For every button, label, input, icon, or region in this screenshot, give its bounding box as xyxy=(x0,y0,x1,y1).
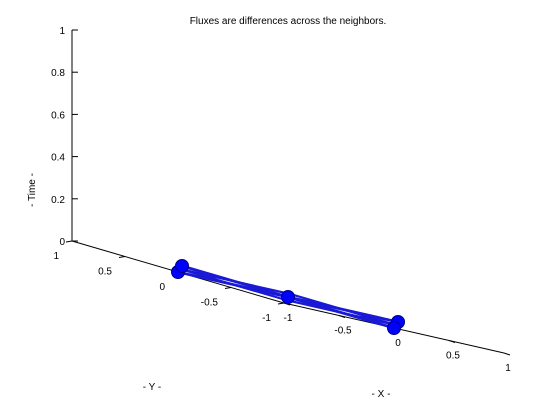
y-tick xyxy=(65,240,73,243)
node-marker xyxy=(175,259,189,273)
x-tick xyxy=(503,352,511,356)
y-axis-label: - Y - xyxy=(143,382,162,393)
x-axis-label: - X - xyxy=(372,389,391,400)
chart-title: Fluxes are differences across the neighb… xyxy=(190,16,387,27)
z-tick-label: 0.4 xyxy=(51,153,65,164)
plot-data xyxy=(171,259,405,335)
z-tick-label: 0.6 xyxy=(51,110,65,121)
x-tick-label: -0.5 xyxy=(334,326,352,337)
y-tick xyxy=(277,302,285,305)
z-tick-label: 1 xyxy=(59,26,65,37)
x-tick-label: 0.5 xyxy=(446,351,460,362)
y-tick xyxy=(118,256,126,258)
x-tick xyxy=(448,340,456,343)
x-tick xyxy=(283,302,291,306)
y-tick-label: 0.5 xyxy=(98,267,112,278)
y-tick-label: 1 xyxy=(53,251,59,262)
x-tick xyxy=(338,315,346,318)
z-tick-label: 0.8 xyxy=(51,68,65,79)
node-marker xyxy=(281,290,295,304)
y-tick-label: -1 xyxy=(262,313,271,324)
y-tick-label: -0.5 xyxy=(201,298,219,309)
x-tick-label: 1 xyxy=(505,363,511,374)
node-marker xyxy=(387,321,401,335)
x-tick-label: 0 xyxy=(395,338,401,349)
z-axis-label: - Time - xyxy=(27,173,38,207)
y-tick-label: 0 xyxy=(159,282,165,293)
z-tick-label: 0 xyxy=(59,237,65,248)
y-tick xyxy=(224,287,232,289)
x-tick-label: -1 xyxy=(284,313,293,324)
z-tick-label: 0.2 xyxy=(51,195,65,206)
